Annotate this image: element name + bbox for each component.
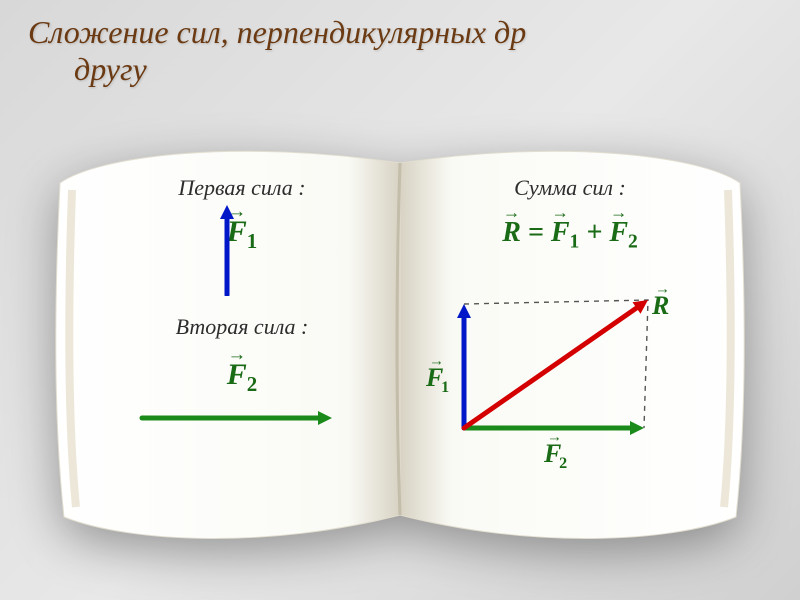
second-force-block: Вторая сила : F2 (92, 314, 392, 433)
svg-text:→: → (547, 429, 562, 445)
second-force-label: Вторая сила : (92, 314, 392, 340)
svg-text:→: → (429, 353, 444, 369)
svg-text:2: 2 (559, 455, 567, 472)
title-line2: другу (28, 51, 800, 88)
sum-formula: R = F1 + F2 (420, 217, 720, 254)
formula-s2: 2 (628, 232, 638, 253)
f2-arrow-svg (92, 403, 392, 433)
f2-letter: F (227, 358, 247, 391)
formula-R: R (502, 217, 521, 248)
formula-eq: = (521, 217, 551, 248)
formula-F2: F (609, 217, 628, 248)
slide-title: Сложение сил, перпендикулярных др другу (28, 14, 800, 88)
title-line1: Сложение сил, перпендикулярных др (28, 14, 800, 51)
second-force-symbol: F2 (92, 358, 392, 397)
first-force-block: Первая сила : F1 (92, 175, 392, 296)
formula-plus: + (579, 217, 609, 248)
f1-arrow-svg (92, 201, 392, 296)
sum-label: Сумма сил : (420, 175, 720, 201)
first-force-arrow-box: F1 (92, 201, 392, 296)
first-force-label: Первая сила : (92, 175, 392, 201)
open-book: Первая сила : F1 Вторая сила : F2 (40, 145, 760, 545)
svg-text:1: 1 (441, 379, 449, 396)
svg-text:→: → (655, 281, 670, 297)
vector-diagram: R→F→1F→2 (420, 264, 720, 516)
diagram-svg: R→F→1F→2 (420, 264, 720, 516)
right-page: Сумма сил : R = F1 + F2 R→F→1F→2 (420, 175, 720, 505)
left-page: Первая сила : F1 Вторая сила : F2 (92, 175, 392, 505)
second-force-arrow-box (92, 403, 392, 433)
f2-sub: 2 (247, 372, 258, 396)
formula-s1: 1 (570, 232, 580, 253)
formula-F1: F (551, 217, 570, 248)
